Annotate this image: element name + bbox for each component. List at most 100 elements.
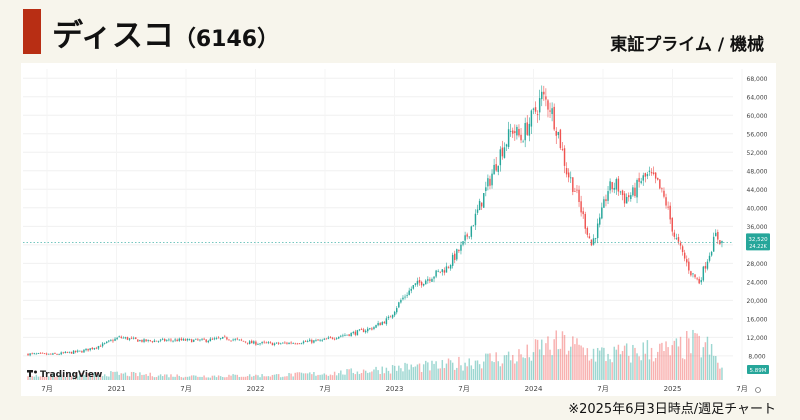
candle-body bbox=[147, 339, 149, 341]
candle-body bbox=[83, 349, 85, 353]
candle-body bbox=[698, 278, 700, 284]
volume-bar bbox=[85, 375, 87, 380]
x-tick-label: 7月 bbox=[597, 385, 608, 393]
volume-bar bbox=[317, 374, 319, 380]
candle-body bbox=[315, 340, 317, 341]
candle-body bbox=[141, 339, 143, 342]
candle-body bbox=[296, 343, 299, 345]
volume-bar bbox=[708, 354, 711, 380]
volume-bar bbox=[657, 351, 659, 380]
volume-bar bbox=[205, 377, 207, 380]
volume-bar bbox=[327, 375, 330, 380]
volume-bar bbox=[483, 361, 485, 380]
volume-bar bbox=[333, 371, 336, 380]
volume-bar bbox=[526, 344, 528, 380]
candle-body bbox=[528, 123, 531, 136]
candle-body bbox=[74, 350, 77, 353]
candle-body bbox=[398, 302, 400, 308]
volume-bar bbox=[389, 373, 392, 380]
volume-bar bbox=[335, 375, 338, 380]
candle-body bbox=[56, 353, 58, 355]
candle-body bbox=[124, 337, 127, 339]
volume-bar bbox=[244, 376, 247, 380]
volume-bar bbox=[232, 374, 234, 380]
candle-body bbox=[549, 110, 551, 112]
candle-body bbox=[582, 211, 584, 215]
y-tick-label: 36,000 bbox=[747, 224, 768, 231]
candle-body bbox=[491, 173, 493, 186]
volume-bar bbox=[172, 376, 174, 380]
volume-bar bbox=[507, 351, 510, 380]
volume-bar bbox=[468, 358, 470, 380]
volume-bar bbox=[536, 339, 539, 380]
volume-bar bbox=[70, 375, 73, 380]
volume-bar bbox=[300, 372, 303, 380]
candle-body bbox=[280, 343, 282, 345]
volume-bar bbox=[259, 377, 261, 380]
candle-body bbox=[91, 347, 93, 349]
volume-bar bbox=[164, 374, 166, 380]
candle-body bbox=[613, 187, 615, 190]
candle-body bbox=[683, 252, 686, 259]
candle-body bbox=[89, 348, 91, 351]
volume-bar bbox=[549, 349, 551, 380]
volume-bar bbox=[147, 375, 149, 380]
candle-body bbox=[114, 338, 116, 341]
volume-bar bbox=[524, 358, 526, 380]
volume-bar bbox=[574, 344, 576, 380]
candle-body bbox=[464, 235, 466, 241]
y-tick-label: 16,000 bbox=[747, 316, 768, 323]
volume-bar bbox=[460, 365, 462, 380]
volume-bar bbox=[717, 362, 719, 380]
candle-body bbox=[122, 337, 125, 339]
volume-bar bbox=[710, 344, 713, 380]
x-tick-label: 7月 bbox=[736, 385, 747, 393]
y-tick-label: 40,000 bbox=[747, 205, 768, 212]
candle-body bbox=[331, 337, 334, 339]
volume-bar bbox=[95, 372, 98, 380]
candle-body bbox=[710, 251, 713, 256]
candle-body bbox=[657, 177, 659, 180]
candle-body bbox=[43, 353, 46, 355]
volume-bar bbox=[56, 374, 58, 380]
volume-bar bbox=[391, 365, 394, 380]
volume-bar bbox=[83, 374, 85, 380]
volume-bar bbox=[422, 364, 425, 380]
volume-bar bbox=[497, 361, 499, 380]
volume-bar bbox=[33, 376, 35, 380]
volume-bar bbox=[630, 362, 632, 380]
candle-body bbox=[205, 339, 207, 342]
x-tick-label: 7月 bbox=[319, 385, 330, 393]
candle-body bbox=[663, 190, 665, 197]
candlestick-chart: 7月 2021 7月 2022 7月 2023 7月 2024 7月 2025 7月 8,000 12,… bbox=[23, 69, 770, 393]
company-name: ディスコ bbox=[52, 18, 174, 54]
candle-body bbox=[596, 223, 599, 239]
candle-body bbox=[251, 340, 253, 344]
volume-bar bbox=[101, 376, 104, 380]
candle-body bbox=[45, 353, 48, 355]
candle-body bbox=[478, 200, 481, 211]
volume-bar bbox=[157, 375, 160, 380]
volume-bar bbox=[108, 376, 110, 380]
volume-bar bbox=[354, 374, 357, 380]
volume-bar bbox=[696, 333, 698, 380]
candle-body bbox=[168, 339, 170, 341]
volume-bar bbox=[559, 348, 562, 380]
candle-body bbox=[466, 234, 468, 237]
volume-bar bbox=[584, 355, 586, 380]
candle-body bbox=[288, 342, 290, 345]
volume-bar bbox=[124, 372, 127, 380]
volume-bar bbox=[555, 330, 557, 380]
volume-bar bbox=[433, 363, 435, 380]
volume-bar bbox=[383, 373, 386, 380]
volume-bar bbox=[435, 361, 437, 380]
volume-bar bbox=[582, 347, 584, 380]
volume-bar bbox=[251, 376, 253, 380]
volume-bar bbox=[193, 375, 195, 380]
candle-body bbox=[62, 352, 64, 354]
candle-body bbox=[338, 336, 340, 339]
candle-body bbox=[128, 338, 131, 340]
volume-bar bbox=[298, 372, 301, 380]
volume-bar bbox=[143, 374, 145, 380]
volume-badge-label: 5.89M bbox=[750, 368, 767, 374]
